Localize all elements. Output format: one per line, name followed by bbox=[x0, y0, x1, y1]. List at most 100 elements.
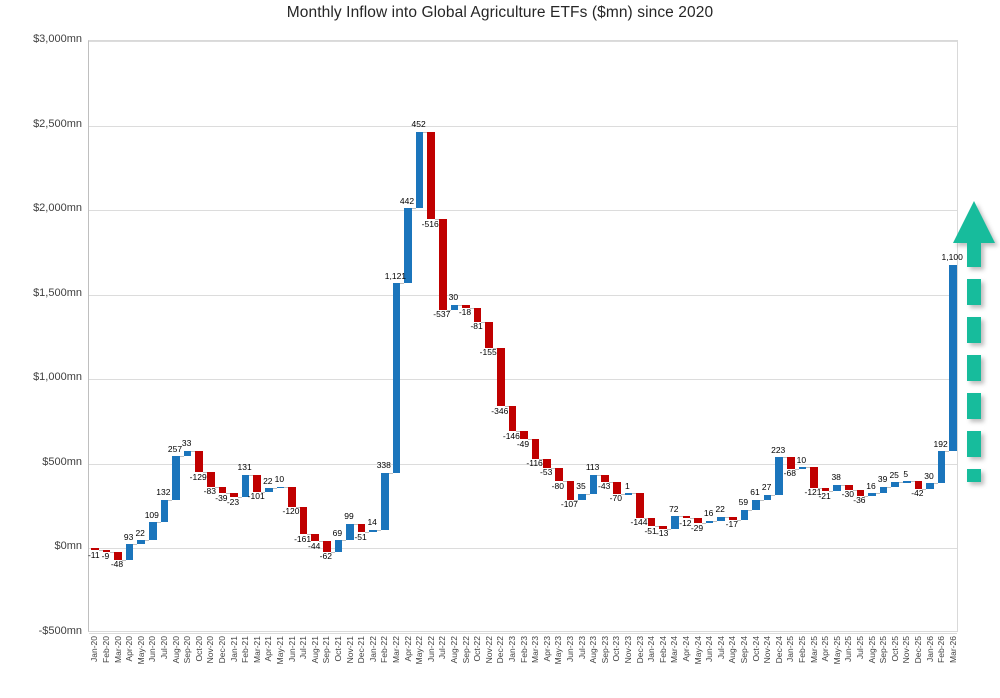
waterfall-connector bbox=[701, 523, 706, 525]
bar-label-Jan-21: -23 bbox=[226, 496, 240, 507]
bar-label-Nov-25: 5 bbox=[903, 468, 909, 479]
bar-label-Sep-23: -43 bbox=[598, 481, 611, 492]
bar-Feb-20 bbox=[102, 550, 111, 552]
bar-May-24 bbox=[694, 518, 702, 524]
waterfall-connector bbox=[922, 488, 927, 490]
bar-label-Apr-20: 93 bbox=[123, 531, 134, 542]
gridline bbox=[89, 41, 957, 42]
bar-Jun-20 bbox=[149, 522, 157, 541]
bar-label-May-22: 452 bbox=[411, 119, 426, 130]
gridline bbox=[89, 379, 957, 381]
bar-label-Jan-20: -11 bbox=[87, 549, 100, 560]
waterfall-connector bbox=[574, 499, 579, 501]
x-tick-label-Jul-21: Jul-21 bbox=[298, 636, 309, 660]
waterfall-connector bbox=[806, 467, 811, 469]
x-tick-label-Mar-22: Mar-22 bbox=[390, 636, 401, 663]
x-tick-label-Jul-25: Jul-25 bbox=[854, 636, 865, 660]
bar-label-Jul-23: 35 bbox=[576, 481, 586, 492]
x-tick-label-Jun-21: Jun-21 bbox=[286, 636, 297, 662]
x-tick-label-Jul-24: Jul-24 bbox=[715, 636, 726, 660]
x-tick-label-Jun-20: Jun-20 bbox=[147, 636, 158, 662]
bar-Jun-22 bbox=[427, 131, 435, 220]
bar-Sep-21 bbox=[323, 541, 331, 552]
x-tick-label-Mar-24: Mar-24 bbox=[669, 636, 680, 663]
bar-Nov-20 bbox=[207, 472, 215, 487]
up-trend-arrow-icon bbox=[953, 201, 995, 482]
bar-Oct-22 bbox=[473, 307, 482, 322]
x-tick-label-Mar-23: Mar-23 bbox=[530, 636, 541, 663]
bar-label-Jul-20: 132 bbox=[156, 487, 171, 498]
waterfall-connector bbox=[481, 321, 486, 323]
bar-label-Feb-22: 338 bbox=[376, 460, 391, 471]
waterfall-connector bbox=[226, 493, 231, 495]
bar-label-Dec-25: -42 bbox=[911, 488, 924, 499]
bar-label-Apr-23: -53 bbox=[540, 467, 553, 478]
x-tick-label-May-20: May-20 bbox=[135, 636, 146, 665]
waterfall-connector bbox=[179, 456, 184, 458]
bar-label-Sep-20: 33 bbox=[181, 438, 192, 449]
waterfall-connector bbox=[353, 523, 358, 525]
bar-label-Jun-21: -120 bbox=[282, 506, 300, 517]
waterfall-connector bbox=[783, 457, 787, 459]
bar-label-Feb-25: 10 bbox=[796, 454, 807, 465]
bar-label-Aug-24: -17 bbox=[725, 519, 738, 530]
bar-label-Jan-22: 14 bbox=[367, 517, 377, 528]
waterfall-connector bbox=[887, 486, 892, 488]
bar-Nov-23 bbox=[624, 493, 633, 496]
bar-label-Mar-26: 1,100 bbox=[941, 252, 963, 263]
waterfall-connector bbox=[261, 491, 265, 493]
bar-label-Sep-25: 39 bbox=[877, 474, 888, 485]
x-tick-label-May-24: May-24 bbox=[692, 636, 703, 665]
waterfall-connector bbox=[388, 472, 393, 474]
bar-Oct-24 bbox=[752, 499, 760, 510]
bar-Mar-26 bbox=[949, 264, 957, 451]
waterfall-connector bbox=[527, 439, 532, 441]
bar-label-Jun-23: -107 bbox=[560, 499, 578, 510]
x-tick-label-Mar-21: Mar-21 bbox=[251, 636, 262, 663]
waterfall-connector bbox=[725, 516, 729, 518]
bar-Aug-23 bbox=[589, 474, 598, 494]
bar-Jul-20 bbox=[160, 499, 169, 523]
gridline bbox=[89, 125, 957, 127]
waterfall-connector bbox=[342, 540, 347, 542]
bar-label-Mar-25: -121 bbox=[804, 487, 822, 498]
x-tick-label-Mar-20: Mar-20 bbox=[112, 636, 123, 663]
bar-Sep-24 bbox=[740, 509, 749, 520]
x-tick-label-Jun-22: Jun-22 bbox=[425, 636, 436, 662]
x-tick-label-Apr-23: Apr-23 bbox=[541, 636, 552, 662]
x-tick-label-Apr-21: Apr-21 bbox=[263, 636, 274, 662]
bar-Apr-21 bbox=[265, 488, 273, 492]
bar-label-Sep-21: -62 bbox=[319, 551, 332, 562]
waterfall-connector bbox=[852, 489, 857, 491]
bar-label-Nov-21: 99 bbox=[344, 511, 354, 522]
bar-Jun-23 bbox=[566, 481, 575, 500]
bar-Aug-24 bbox=[729, 516, 737, 520]
bar-label-Feb-24: -13 bbox=[656, 528, 669, 539]
waterfall-connector bbox=[910, 481, 915, 483]
waterfall-connector bbox=[168, 499, 173, 501]
y-tick-label: $500mn bbox=[42, 455, 82, 468]
bar-label-Mar-24: 72 bbox=[669, 503, 679, 514]
waterfall-connector bbox=[539, 458, 544, 460]
bar-label-Dec-20: -39 bbox=[215, 492, 228, 503]
bar-Jun-24 bbox=[705, 520, 714, 524]
bar-label-Nov-20: -83 bbox=[203, 486, 216, 497]
bar-Feb-23 bbox=[520, 431, 528, 440]
x-tick-label-Oct-25: Oct-25 bbox=[889, 636, 900, 662]
bar-Mar-23 bbox=[531, 439, 540, 459]
bar-label-Jan-26: 30 bbox=[924, 470, 934, 481]
bar-label-Nov-24: 27 bbox=[761, 482, 772, 493]
bar-Apr-20 bbox=[125, 544, 134, 560]
bar-Dec-20 bbox=[218, 486, 227, 494]
x-tick-label-Dec-20: Dec-20 bbox=[216, 636, 227, 664]
waterfall-connector bbox=[110, 551, 115, 553]
waterfall-connector bbox=[469, 307, 474, 309]
waterfall-connector bbox=[272, 488, 277, 490]
bar-Nov-22 bbox=[485, 321, 493, 348]
bar-label-Sep-22: -18 bbox=[458, 307, 472, 318]
waterfall-connector bbox=[400, 283, 405, 285]
bar-Sep-20 bbox=[183, 450, 192, 457]
x-tick-label-Dec-22: Dec-22 bbox=[495, 636, 506, 664]
y-tick-label: $1,000mn bbox=[33, 371, 82, 384]
waterfall-connector bbox=[945, 451, 950, 452]
